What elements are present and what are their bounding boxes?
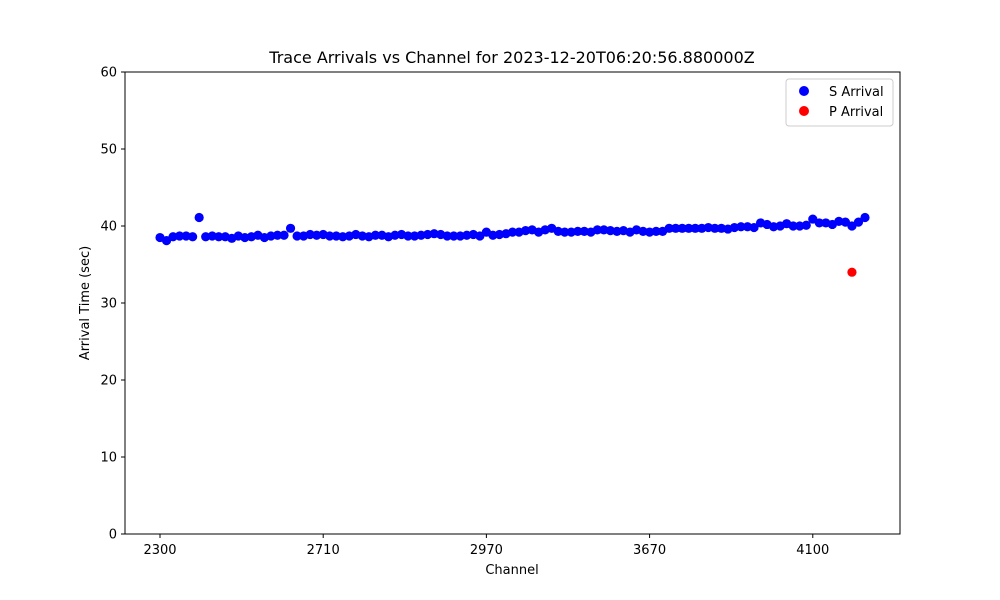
s-arrival-point	[449, 231, 459, 241]
s-arrival-point	[684, 223, 694, 233]
legend: S Arrival P Arrival	[785, 78, 894, 127]
y-tick-label: 20	[100, 374, 117, 389]
s-arrival-point	[279, 230, 289, 240]
x-tick-label: 4100	[796, 543, 829, 558]
s-arrival-point	[188, 232, 198, 242]
y-tick-label: 50	[100, 143, 117, 158]
s-arrival-point	[664, 223, 674, 233]
y-tick-label: 0	[109, 528, 117, 543]
s-arrival-point	[690, 223, 700, 233]
x-tick-label: 2710	[307, 543, 340, 558]
s-arrival-point	[710, 223, 720, 233]
x-axis: 2300 2710 2970 3670 4100	[143, 534, 829, 558]
legend-marker-s-arrival	[799, 86, 809, 96]
legend-label-s-arrival: S Arrival	[829, 85, 884, 100]
s-arrival-point	[442, 231, 452, 241]
x-tick-label: 3670	[633, 543, 666, 558]
data-points	[155, 212, 870, 277]
legend-marker-p-arrival	[799, 106, 809, 116]
s-arrival-point	[814, 218, 824, 228]
s-arrival-point	[651, 226, 661, 236]
legend-label-p-arrival: P Arrival	[829, 105, 883, 120]
x-tick-label: 2300	[143, 543, 176, 558]
s-arrival-point	[403, 231, 413, 241]
x-axis-label: Channel	[485, 563, 538, 578]
s-arrival-point	[671, 223, 681, 233]
s-arrival-point	[214, 232, 224, 242]
s-arrival-point	[507, 227, 518, 237]
s-arrival-point	[677, 223, 687, 233]
s-arrival-point	[370, 230, 381, 240]
y-axis-label: Arrival Time (sec)	[78, 246, 93, 360]
s-arrival-point	[860, 212, 870, 223]
s-arrival-point	[801, 220, 811, 230]
y-tick-label: 40	[100, 220, 117, 235]
x-tick-label: 2970	[470, 543, 503, 558]
s-arrival-point	[853, 217, 864, 227]
legend-box	[785, 78, 894, 127]
y-tick-label: 60	[100, 66, 117, 81]
s-arrival-point	[272, 230, 283, 240]
s-arrival-point	[749, 222, 759, 233]
chart-title: Trace Arrivals vs Channel for 2023-12-20…	[268, 48, 754, 67]
s-arrival-point	[736, 222, 746, 232]
p-arrival-point	[847, 267, 857, 277]
s-arrival-point	[573, 226, 583, 236]
s-arrival-point	[292, 231, 302, 241]
s-arrival-point	[194, 212, 204, 223]
s-arrival-point	[285, 223, 296, 233]
y-tick-label: 10	[100, 451, 117, 466]
s-arrival-point	[788, 221, 798, 231]
s-arrival-point	[592, 225, 602, 235]
y-axis: 0 10 20 30 40 50 60	[100, 66, 125, 543]
s-arrival-point	[560, 227, 570, 237]
y-tick-label: 30	[100, 297, 117, 312]
plot-frame	[124, 71, 901, 535]
s-arrival-point	[174, 231, 185, 241]
s-arrival-point	[325, 231, 335, 241]
